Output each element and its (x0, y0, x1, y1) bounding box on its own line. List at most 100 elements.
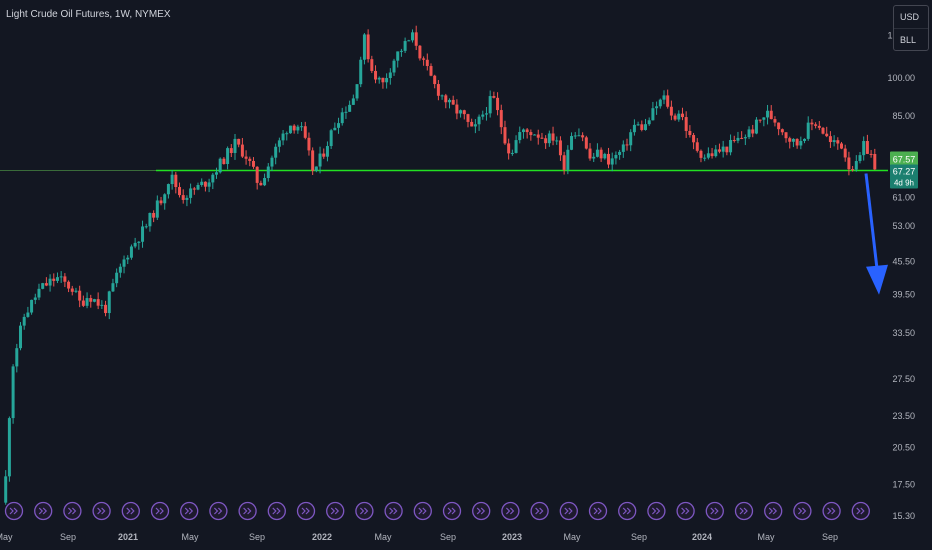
event-icon[interactable] (647, 501, 666, 521)
candle[interactable] (48, 274, 52, 292)
candle[interactable] (296, 124, 300, 134)
candle[interactable] (81, 295, 85, 308)
candle[interactable] (388, 68, 392, 85)
candle[interactable] (348, 100, 352, 112)
candle[interactable] (214, 167, 218, 179)
candle[interactable] (566, 145, 570, 175)
candle[interactable] (325, 141, 329, 162)
event-icon[interactable] (705, 501, 724, 521)
candle[interactable] (706, 147, 710, 160)
candle[interactable] (610, 152, 614, 172)
candle[interactable] (814, 122, 818, 129)
candle[interactable] (614, 151, 618, 165)
candle[interactable] (422, 56, 426, 66)
candle[interactable] (529, 129, 533, 141)
candle[interactable] (59, 271, 63, 283)
candle[interactable] (588, 143, 592, 161)
candle[interactable] (22, 313, 26, 330)
candle[interactable] (751, 124, 755, 138)
event-icon[interactable] (150, 501, 170, 521)
candle[interactable] (33, 293, 37, 305)
candle[interactable] (170, 169, 174, 190)
candle[interactable] (155, 195, 159, 221)
currency-unit-box[interactable]: USD BLL (893, 5, 929, 51)
event-icon[interactable] (63, 501, 82, 521)
candle[interactable] (159, 196, 163, 206)
candle[interactable] (178, 182, 182, 198)
candle[interactable] (407, 39, 411, 42)
candle[interactable] (473, 119, 477, 134)
candle[interactable] (447, 98, 451, 109)
event-icon[interactable] (822, 501, 841, 521)
candle[interactable] (592, 152, 596, 163)
candle[interactable] (444, 93, 448, 109)
candle[interactable] (266, 163, 270, 182)
candle[interactable] (96, 292, 100, 310)
candle[interactable] (788, 136, 792, 149)
candle[interactable] (647, 117, 651, 126)
candle[interactable] (732, 135, 736, 143)
candle[interactable] (85, 292, 89, 309)
candle[interactable] (714, 145, 718, 158)
candle[interactable] (396, 51, 400, 68)
candle[interactable] (385, 73, 389, 89)
candle[interactable] (344, 106, 348, 119)
event-icon[interactable] (209, 501, 228, 521)
candle[interactable] (777, 122, 781, 136)
candle[interactable] (643, 118, 647, 131)
candle[interactable] (655, 101, 659, 115)
candle[interactable] (374, 65, 378, 84)
candle[interactable] (322, 148, 326, 159)
candle[interactable] (281, 129, 285, 146)
candle[interactable] (577, 128, 581, 137)
event-icon[interactable] (851, 501, 870, 521)
event-icon[interactable] (764, 501, 783, 521)
candle[interactable] (462, 109, 466, 120)
candle[interactable] (218, 157, 222, 174)
candle[interactable] (311, 147, 315, 176)
candle[interactable] (370, 55, 374, 74)
candle[interactable] (828, 131, 832, 148)
candle[interactable] (133, 237, 137, 249)
candle[interactable] (536, 129, 540, 145)
candle[interactable] (629, 129, 633, 152)
candle[interactable] (429, 63, 433, 77)
candle[interactable] (340, 107, 344, 126)
candle[interactable] (573, 132, 577, 139)
candle[interactable] (533, 134, 537, 136)
candle[interactable] (4, 470, 8, 505)
candle[interactable] (795, 138, 799, 149)
candle[interactable] (570, 132, 574, 151)
candle[interactable] (185, 195, 189, 207)
candle[interactable] (762, 117, 766, 127)
candle[interactable] (481, 110, 485, 120)
candle[interactable] (399, 48, 403, 57)
candle[interactable] (499, 104, 503, 135)
candle[interactable] (277, 137, 281, 153)
candle[interactable] (470, 118, 474, 127)
candle[interactable] (196, 182, 200, 191)
candle[interactable] (226, 146, 230, 170)
candle[interactable] (337, 117, 341, 134)
candle[interactable] (843, 144, 847, 162)
candle[interactable] (618, 149, 622, 160)
candle[interactable] (692, 132, 696, 150)
candle[interactable] (270, 155, 274, 172)
candle[interactable] (418, 45, 422, 61)
candle[interactable] (92, 298, 96, 303)
candle[interactable] (74, 287, 78, 294)
event-icon[interactable] (384, 501, 403, 521)
candle[interactable] (7, 416, 11, 482)
candle[interactable] (292, 124, 296, 134)
candle[interactable] (192, 186, 196, 195)
candle[interactable] (740, 131, 744, 140)
candle[interactable] (484, 106, 488, 121)
candle[interactable] (359, 56, 363, 88)
candle[interactable] (725, 146, 729, 156)
candle[interactable] (362, 33, 366, 65)
candle[interactable] (621, 140, 625, 158)
candle[interactable] (799, 136, 803, 150)
event-icon[interactable] (296, 501, 316, 521)
candle[interactable] (836, 137, 840, 150)
